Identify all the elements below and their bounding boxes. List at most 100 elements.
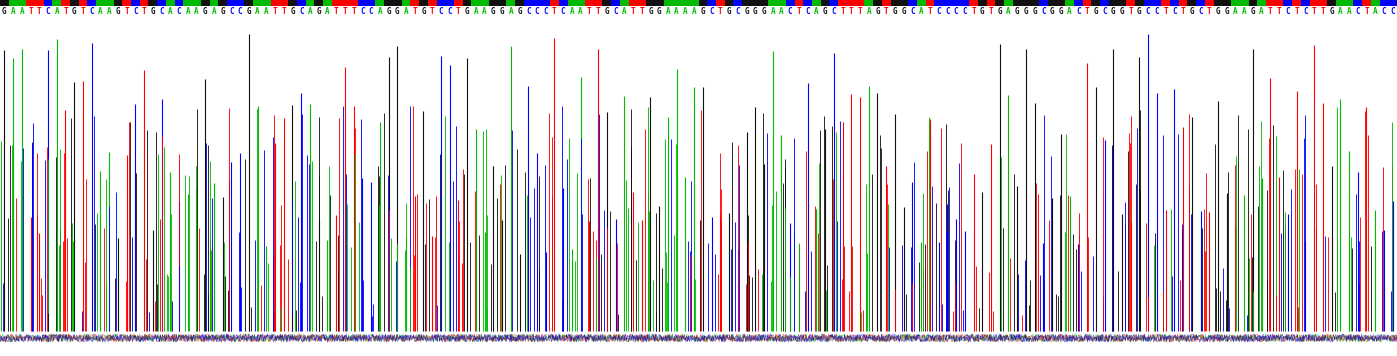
Text: A: A: [683, 7, 687, 16]
Bar: [1144, 0, 1153, 6]
Bar: [201, 0, 210, 6]
Text: G: G: [1032, 7, 1037, 16]
Text: C: C: [613, 7, 617, 16]
Text: G: G: [316, 7, 321, 16]
Text: A: A: [578, 7, 583, 16]
Bar: [244, 0, 253, 6]
Bar: [532, 0, 541, 6]
Bar: [943, 0, 951, 6]
Bar: [629, 0, 637, 6]
Bar: [1083, 0, 1091, 6]
Bar: [978, 0, 986, 6]
Text: G: G: [1049, 7, 1055, 16]
Text: T: T: [718, 7, 722, 16]
Bar: [995, 0, 1004, 6]
Bar: [838, 0, 847, 6]
Bar: [191, 0, 201, 6]
Bar: [1048, 0, 1056, 6]
Text: A: A: [692, 7, 697, 16]
Bar: [1319, 0, 1327, 6]
Text: C: C: [954, 7, 958, 16]
Bar: [1065, 0, 1074, 6]
Bar: [1126, 0, 1134, 6]
Bar: [1013, 0, 1021, 6]
Bar: [847, 0, 855, 6]
Text: T: T: [1084, 7, 1090, 16]
Bar: [27, 0, 35, 6]
Text: A: A: [919, 7, 923, 16]
Bar: [306, 0, 314, 6]
Bar: [78, 0, 87, 6]
Bar: [908, 0, 916, 6]
Bar: [411, 0, 419, 6]
Text: A: A: [814, 7, 819, 16]
Text: C: C: [1041, 7, 1046, 16]
Bar: [620, 0, 629, 6]
Bar: [1179, 0, 1187, 6]
Text: G: G: [726, 7, 732, 16]
Text: G: G: [657, 7, 662, 16]
Bar: [1021, 0, 1030, 6]
Text: C: C: [360, 7, 365, 16]
Text: A: A: [256, 7, 260, 16]
Text: G: G: [745, 7, 749, 16]
Bar: [1389, 0, 1397, 6]
Bar: [900, 0, 908, 6]
Text: C: C: [369, 7, 373, 16]
Text: T: T: [342, 7, 348, 16]
Text: G: G: [246, 7, 251, 16]
Text: A: A: [570, 7, 574, 16]
Text: C: C: [176, 7, 182, 16]
Text: T: T: [1207, 7, 1211, 16]
Text: C: C: [299, 7, 303, 16]
Text: T: T: [1129, 7, 1133, 16]
Text: C: C: [788, 7, 792, 16]
Text: T: T: [124, 7, 129, 16]
Bar: [830, 0, 838, 6]
Bar: [105, 0, 113, 6]
Bar: [1274, 0, 1284, 6]
Bar: [986, 0, 995, 6]
Bar: [436, 0, 446, 6]
Bar: [820, 0, 830, 6]
Bar: [567, 0, 577, 6]
Bar: [1301, 0, 1310, 6]
Text: A: A: [1067, 7, 1071, 16]
Text: A: A: [98, 7, 103, 16]
Text: G: G: [1137, 7, 1141, 16]
Text: T: T: [1277, 7, 1281, 16]
Bar: [140, 0, 148, 6]
Bar: [803, 0, 812, 6]
Bar: [1153, 0, 1161, 6]
Bar: [1222, 0, 1231, 6]
Text: A: A: [186, 7, 190, 16]
Text: T: T: [28, 7, 34, 16]
Bar: [1310, 0, 1319, 6]
Text: T: T: [796, 7, 802, 16]
Text: T: T: [858, 7, 862, 16]
Text: G: G: [605, 7, 609, 16]
Text: T: T: [840, 7, 845, 16]
Bar: [53, 0, 61, 6]
Text: A: A: [866, 7, 872, 16]
Text: C: C: [229, 7, 233, 16]
Text: G: G: [465, 7, 469, 16]
Bar: [690, 0, 698, 6]
Bar: [1231, 0, 1239, 6]
Bar: [760, 0, 768, 6]
Bar: [349, 0, 358, 6]
Text: A: A: [54, 7, 59, 16]
Text: C: C: [909, 7, 915, 16]
Text: A: A: [1242, 7, 1246, 16]
Text: A: A: [665, 7, 671, 16]
Text: G: G: [151, 7, 155, 16]
Bar: [1362, 0, 1370, 6]
Text: G: G: [500, 7, 504, 16]
Bar: [263, 0, 271, 6]
Text: C: C: [1355, 7, 1361, 16]
Bar: [331, 0, 341, 6]
Text: C: C: [1172, 7, 1176, 16]
Bar: [17, 0, 27, 6]
Bar: [637, 0, 645, 6]
Text: T: T: [630, 7, 636, 16]
